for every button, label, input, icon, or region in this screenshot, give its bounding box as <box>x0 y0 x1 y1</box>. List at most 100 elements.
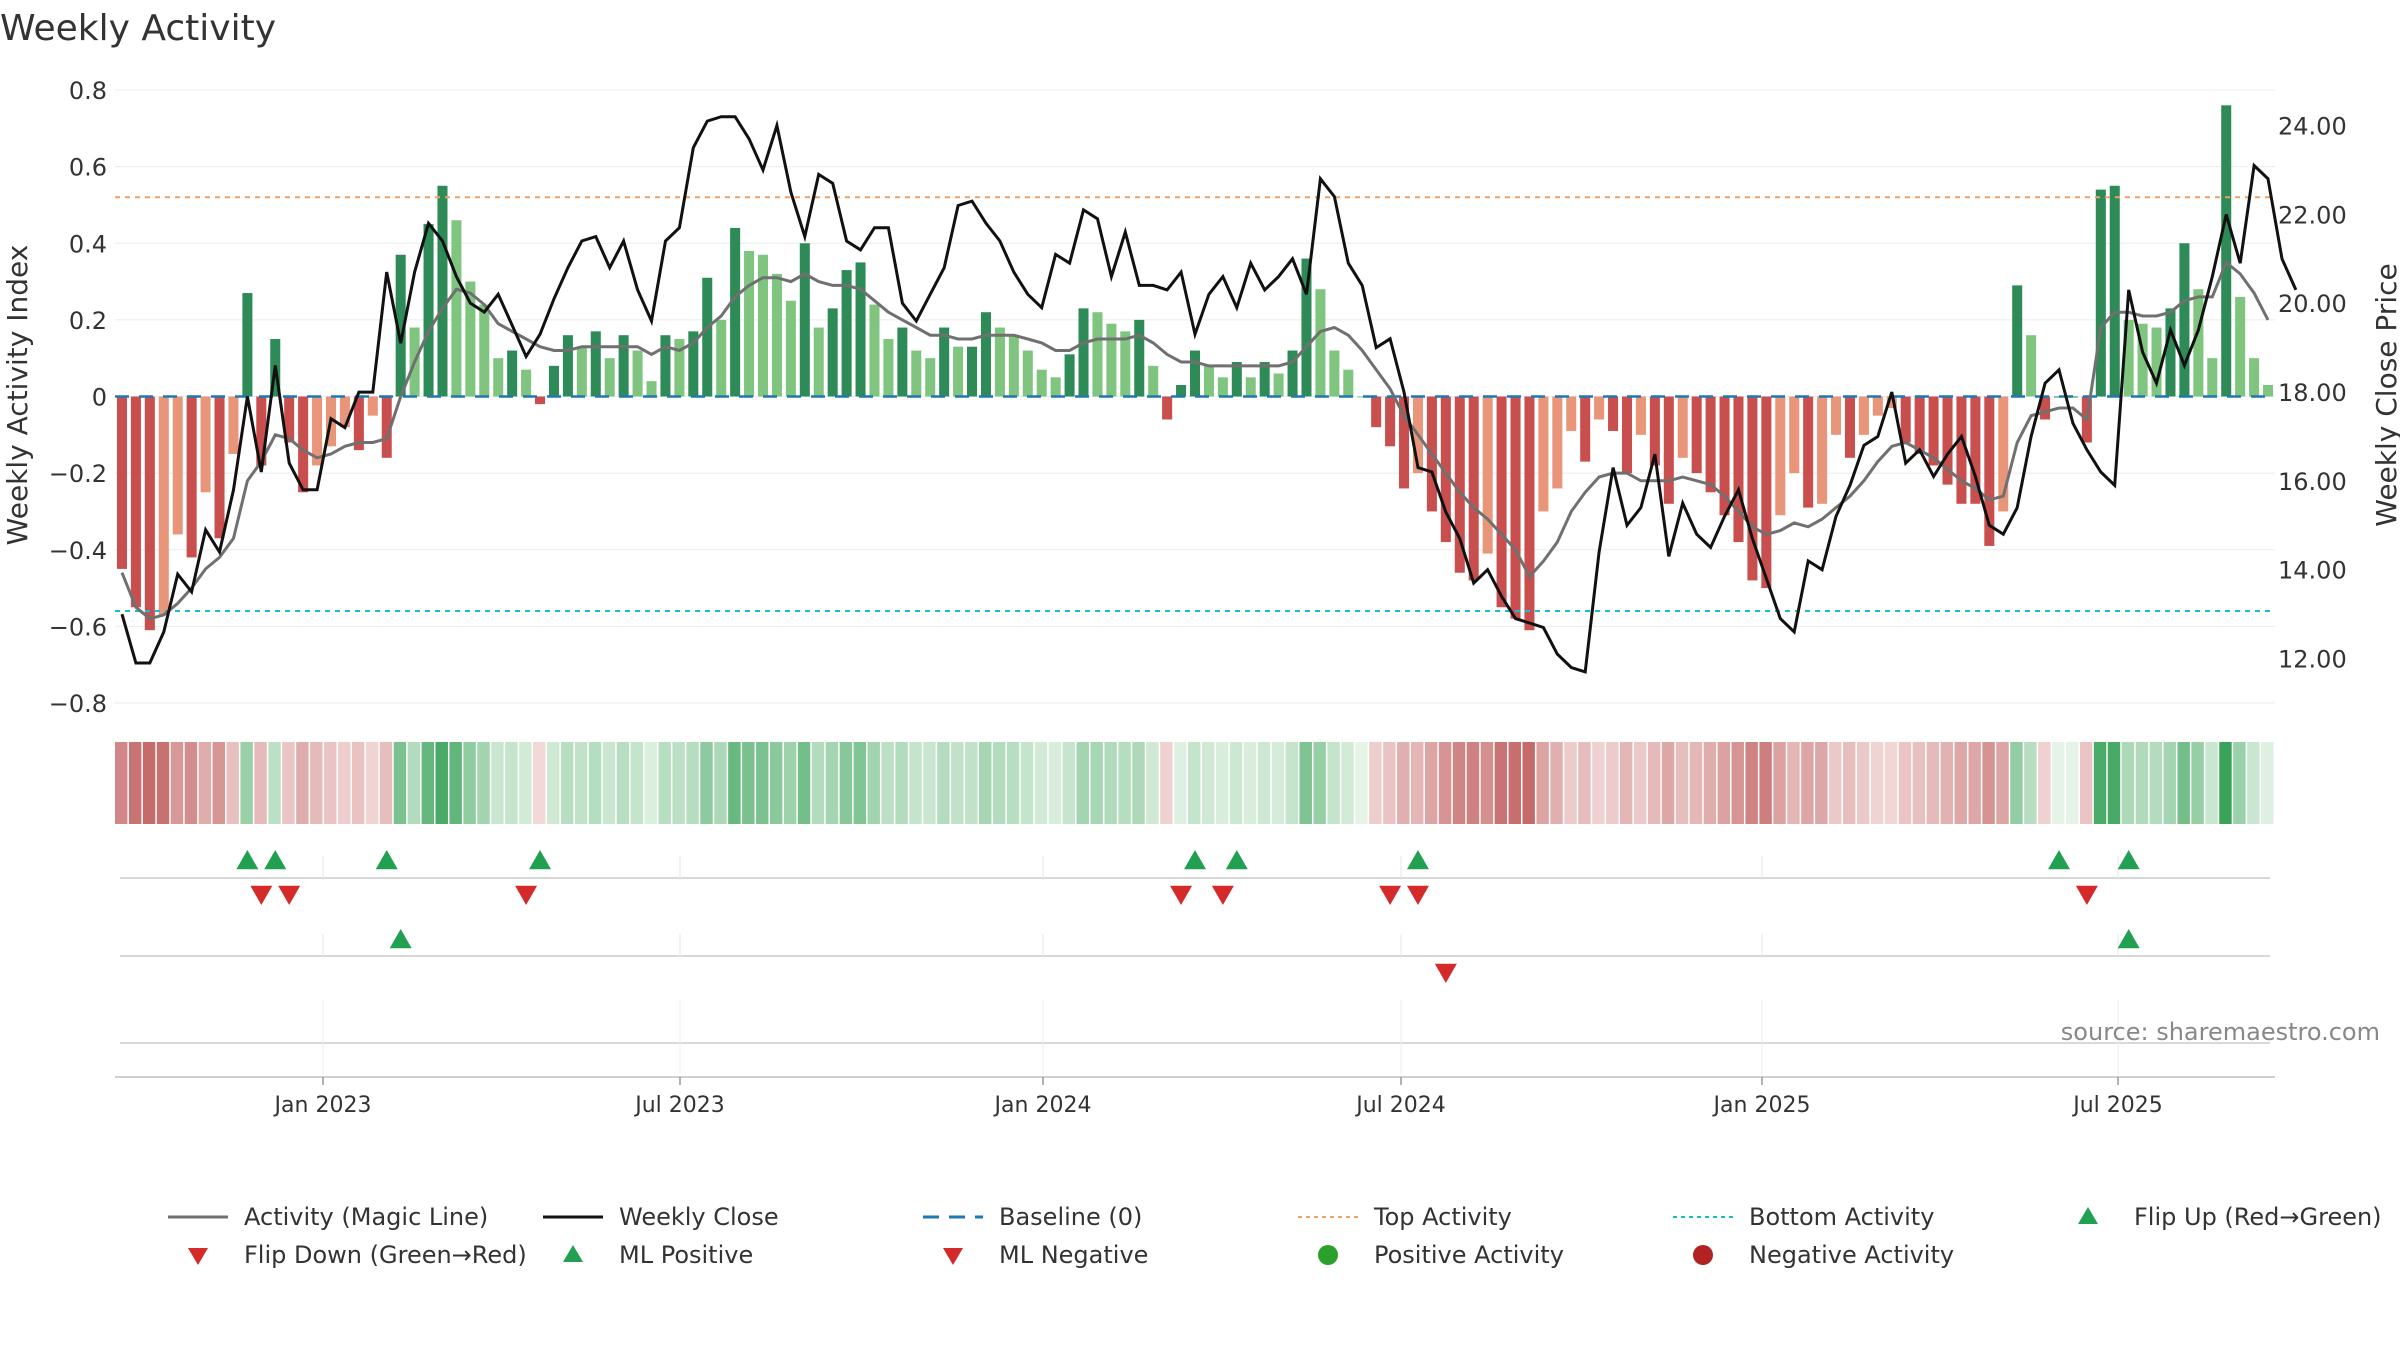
y-axis-label: Weekly Activity Index <box>1 245 34 546</box>
legend-item: Top Activity <box>1296 1198 1512 1236</box>
heat-cell <box>1494 742 1508 824</box>
activity-bars <box>116 105 2274 631</box>
heat-cell <box>1912 742 1926 824</box>
heat-cell <box>282 742 295 824</box>
activity-bar <box>646 381 657 397</box>
heat-cell <box>337 742 351 824</box>
heat-cell <box>2205 742 2218 824</box>
x-tick-label: Jan 2023 <box>273 1093 372 1118</box>
y-axis-right: 24.00 22.00 20.00 18.00 16.00 14.00 12.00 <box>2278 113 2347 674</box>
legend-item: Weekly Close <box>541 1198 779 1236</box>
heat-cell <box>365 742 379 824</box>
heat-cell <box>1090 742 1103 824</box>
heat-cell <box>979 742 992 824</box>
activity-bar <box>1831 396 1842 435</box>
activity-bar <box>1106 323 1117 397</box>
activity-bar <box>451 220 462 397</box>
activity-bar <box>1566 396 1577 431</box>
activity-bar <box>200 396 211 493</box>
activity-bar <box>214 396 225 539</box>
heat-cell <box>379 742 393 824</box>
activity-bar <box>1538 396 1549 512</box>
activity-bar <box>1092 312 1103 397</box>
activity-bar <box>1315 289 1326 397</box>
flip-down-marker <box>2075 885 2098 905</box>
heat-cell <box>1592 742 1605 824</box>
heat-cell <box>449 742 462 824</box>
heat-cell <box>1174 742 1187 824</box>
heat-cell <box>1201 742 1215 824</box>
legend-item: ML Positive <box>541 1236 753 1274</box>
heat-cell <box>1633 742 1647 824</box>
legend-label: ML Negative <box>999 1241 1149 1269</box>
activity-bar <box>1454 396 1465 573</box>
heat-cell <box>1606 742 1619 824</box>
activity-bar <box>618 335 629 397</box>
legend-swatch <box>2078 1207 2098 1224</box>
y-tick-label: 0 <box>92 384 107 412</box>
activity-bar <box>339 396 350 428</box>
flip-up-marker <box>2117 850 2140 870</box>
legend-swatch <box>543 1215 603 1219</box>
activity-bar <box>716 319 727 397</box>
activity-bar <box>688 331 699 397</box>
heat-cell <box>1647 742 1661 824</box>
heat-cell <box>310 742 323 824</box>
heat-cell <box>742 742 755 824</box>
heat-cell <box>505 742 518 824</box>
activity-bar <box>925 358 936 397</box>
activity-bar <box>186 396 197 558</box>
heat-cell <box>1829 742 1842 824</box>
activity-bar <box>1817 396 1828 504</box>
activity-bar <box>2026 335 2037 397</box>
activity-bar <box>2263 385 2274 397</box>
heat-cell <box>170 742 184 824</box>
activity-bar <box>869 304 880 397</box>
activity-bar <box>1134 319 1145 397</box>
heat-cell <box>2163 742 2176 824</box>
heat-cell <box>2247 742 2260 824</box>
activity-bar <box>841 270 852 397</box>
magic-line <box>120 259 2270 621</box>
heat-cell <box>895 742 908 824</box>
heat-cell <box>630 742 644 824</box>
activity-bar <box>116 396 127 569</box>
heat-cell <box>115 742 128 824</box>
activity-bar <box>353 396 364 451</box>
activity-bar <box>1733 396 1744 543</box>
heat-cell <box>923 742 936 824</box>
heat-cell <box>951 742 964 824</box>
activity-bar <box>367 396 378 416</box>
heat-cell <box>1397 742 1410 824</box>
activity-bar <box>1719 396 1730 516</box>
heat-cell <box>992 742 1006 824</box>
legend-label: Activity (Magic Line) <box>244 1203 489 1231</box>
y2-tick-label: 24.00 <box>2278 113 2347 141</box>
activity-bar <box>1440 396 1451 543</box>
heat-cell <box>156 742 170 824</box>
heat-cell <box>1299 742 1312 824</box>
heat-cell <box>1550 742 1563 824</box>
activity-bar <box>1608 396 1619 431</box>
activity-bar <box>1789 396 1800 474</box>
heat-cell <box>686 742 699 824</box>
flip-up-marker <box>236 850 259 870</box>
heat-cell <box>1160 742 1173 824</box>
activity-bar <box>1050 377 1061 397</box>
heat-cell <box>1048 742 1062 824</box>
activity-bar <box>2151 327 2162 397</box>
activity-bar <box>2012 285 2023 397</box>
activity-bar <box>479 304 490 397</box>
activity-bar <box>674 339 685 397</box>
heat-cell <box>1996 742 2009 824</box>
heat-cell <box>1480 742 1494 824</box>
heat-cell <box>1341 742 1354 824</box>
heat-cell <box>1703 742 1717 824</box>
y-tick-label: 0.6 <box>69 154 107 182</box>
activity-bar <box>1273 373 1284 397</box>
heat-cell <box>881 742 894 824</box>
y2-tick-label: 12.00 <box>2278 646 2347 674</box>
activity-bar <box>284 396 295 443</box>
legend-item: Flip Down (Green→Red) <box>166 1236 527 1274</box>
activity-bar <box>2179 243 2190 397</box>
